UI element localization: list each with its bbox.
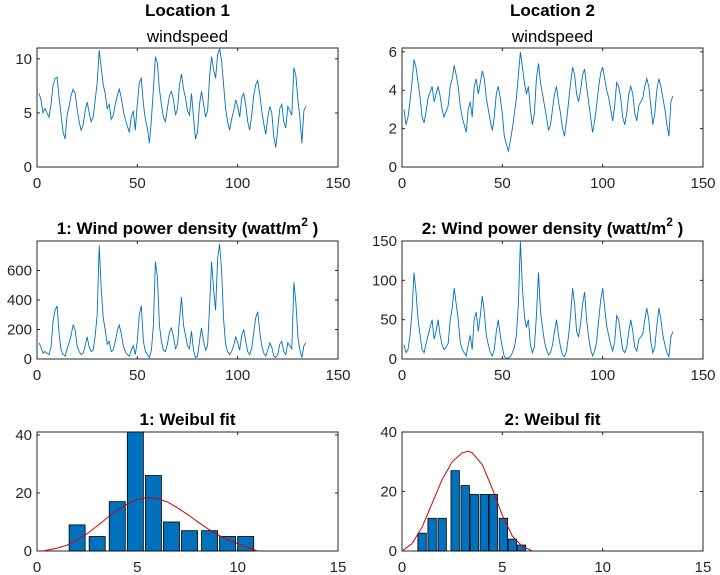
y-tick-label: 10 [15, 51, 32, 68]
x-tick-label: 100 [225, 367, 250, 384]
chart-title-end: ) [308, 219, 318, 238]
y-tick-label: 5 [24, 105, 32, 122]
histogram-bar [181, 530, 198, 552]
histogram-bar [126, 431, 144, 552]
axes-box [401, 47, 704, 168]
x-tick-label: 15 [695, 559, 712, 575]
axes-box [401, 431, 704, 552]
x-tick-label: 0 [398, 175, 406, 192]
y-tick-label: 20 [380, 484, 397, 501]
x-tick-label: 150 [325, 367, 350, 384]
series-line [38, 47, 307, 148]
x-tick-label: 5 [498, 559, 506, 575]
y-tick-label: 400 [7, 292, 32, 309]
histogram-bar [437, 517, 447, 552]
chart-title-superscript: 2 [301, 215, 308, 229]
histogram-bar [450, 470, 460, 552]
x-tick-label: 100 [590, 175, 615, 192]
y-tick-label: 0 [24, 543, 32, 560]
histogram-bar [201, 530, 218, 552]
axes-box [36, 240, 339, 360]
x-tick-label: 15 [330, 559, 347, 575]
histogram-bar [460, 485, 470, 552]
histogram-bar [427, 517, 437, 552]
y-tick-label: 40 [380, 424, 397, 441]
x-tick-label: 50 [129, 175, 146, 192]
x-tick-label: 50 [494, 367, 511, 384]
histogram-bar [479, 494, 489, 552]
chart-p5: 1: Weibul fit 0 5 10 15 0 20 40 [15, 410, 346, 575]
weibull-fit-curve [42, 497, 258, 552]
chart-p2: Location 2 windspeed 0 50 100 150 0 2 4 6 [389, 1, 716, 192]
histogram-bar [163, 521, 180, 552]
chart-title-superscript: 2 [666, 215, 673, 229]
y-tick-label: 150 [372, 233, 397, 250]
y-tick-label: 0 [24, 351, 32, 368]
x-tick-label: 10 [594, 559, 611, 575]
y-tick-label: 0 [389, 351, 397, 368]
y-tick-label: 0 [389, 159, 397, 176]
histogram-bar [108, 501, 126, 552]
y-tick-label: 40 [15, 427, 32, 444]
chart-title: 1: Wind power density (watt/m2 ) [57, 215, 319, 238]
x-tick-label: 0 [33, 559, 41, 575]
histogram-bar [507, 538, 517, 552]
chart-title: 2: Wind power density (watt/m2 ) [422, 215, 684, 238]
chart-subtitle: windspeed [146, 27, 228, 46]
x-tick-label: 150 [325, 175, 350, 192]
y-tick-label: 100 [372, 272, 397, 289]
series-line [38, 243, 307, 359]
chart-p3: 1: Wind power density (watt/m2 ) 0 50 100 15… [7, 215, 351, 384]
chart-title: Location 2 [510, 1, 595, 20]
y-tick-label: 6 [389, 44, 397, 61]
x-tick-label: 5 [133, 559, 141, 575]
x-tick-label: 100 [590, 367, 615, 384]
chart-p6: 2: Weibul fit 0 5 10 15 0 20 40 [380, 410, 711, 575]
x-tick-label: 100 [225, 175, 250, 192]
x-tick-label: 10 [229, 559, 246, 575]
axes-box [401, 240, 704, 360]
x-tick-label: 150 [690, 367, 715, 384]
y-tick-label: 50 [380, 312, 397, 329]
x-tick-label: 50 [494, 175, 511, 192]
chart-title: 2: Weibul fit [504, 410, 600, 429]
chart-p1: Location 1 windspeed 0 50 100 150 0 5 10 [15, 1, 350, 192]
y-tick-label: 200 [7, 322, 32, 339]
histogram-bar [219, 536, 237, 552]
chart-title-end: ) [673, 219, 683, 238]
histogram-bar [68, 524, 86, 552]
histogram-bar [144, 475, 162, 552]
x-tick-label: 0 [398, 367, 406, 384]
histogram-bar [417, 532, 427, 552]
chart-title: 1: Weibul fit [139, 410, 235, 429]
series-line [403, 240, 674, 359]
histogram-bar [88, 536, 106, 552]
y-tick-label: 0 [389, 543, 397, 560]
x-tick-label: 0 [33, 367, 41, 384]
x-tick-label: 50 [129, 367, 146, 384]
y-tick-label: 2 [389, 121, 397, 138]
y-tick-label: 4 [389, 82, 397, 99]
x-tick-label: 0 [33, 175, 41, 192]
y-tick-label: 600 [7, 263, 32, 280]
weibull-fit-curve [401, 450, 533, 552]
axes-box [36, 47, 339, 168]
histogram-bar [469, 494, 479, 552]
series-line [403, 51, 674, 152]
x-tick-label: 150 [690, 175, 715, 192]
y-tick-label: 0 [24, 159, 32, 176]
histogram-bar [488, 494, 498, 552]
chart-p4: 2: Wind power density (watt/m2 ) 0 50 100 15… [372, 215, 716, 384]
chart-title: Location 1 [145, 1, 230, 20]
chart-subtitle: windspeed [511, 27, 593, 46]
y-tick-label: 20 [15, 485, 32, 502]
x-tick-label: 0 [398, 559, 406, 575]
